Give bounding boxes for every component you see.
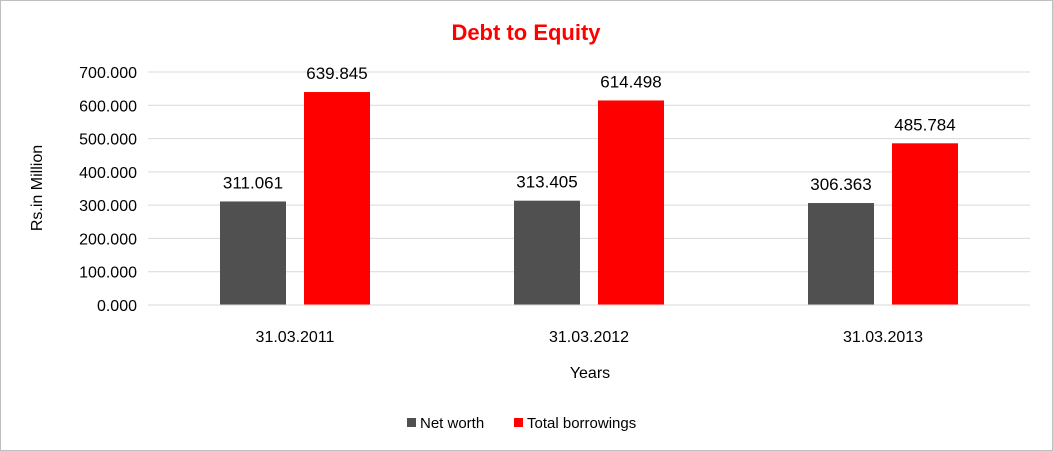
gridlines [148,71,1030,273]
y-tick-label: 400.000 [79,165,137,182]
data-label: 311.061 [223,173,283,192]
y-tick-label: 700.000 [79,65,137,82]
chart-title: Debt to Equity [451,20,601,45]
y-tick-label: 300.000 [79,198,137,215]
data-label: 614.498 [600,72,661,91]
bar-total-borrowings [892,143,958,305]
bar-net-worth [514,200,580,305]
bar-total-borrowings [598,100,664,305]
y-axis-title: Rs.in Million [29,145,46,231]
x-tick-label: 31.03.2012 [549,329,629,346]
legend-label: Net worth [420,415,484,432]
legend-label: Total borrowings [527,415,636,432]
bar-net-worth [220,201,286,305]
x-tick-label: 31.03.2013 [843,329,923,346]
legend-swatch [407,418,416,427]
legend-swatch [514,418,523,427]
x-tick-label: 31.03.2011 [256,329,335,346]
legend: Net worth Total borrowings [407,415,636,432]
x-axis-title: Years [570,365,610,382]
data-labels: 311.061 639.845 313.405 614.498 306.363 485.7… [223,64,956,194]
y-tick-label: 500.000 [79,132,137,149]
y-axis-ticks: 0.000 100.000 200.000 300.000 400.000 500.000… [79,65,137,315]
data-label: 306.363 [810,175,871,194]
y-tick-label: 600.000 [79,98,137,115]
bar-total-borrowings [304,92,370,306]
y-tick-label: 200.000 [79,231,137,248]
data-label: 639.845 [306,64,367,83]
y-tick-label: 0.000 [97,298,137,315]
data-label: 313.405 [516,173,577,192]
data-label: 485.784 [894,115,955,134]
x-axis-ticks: 31.03.2011 31.03.2012 31.03.2013 [256,329,924,346]
bars [220,92,958,306]
y-tick-label: 100.000 [79,265,137,282]
bar-net-worth [808,203,874,305]
